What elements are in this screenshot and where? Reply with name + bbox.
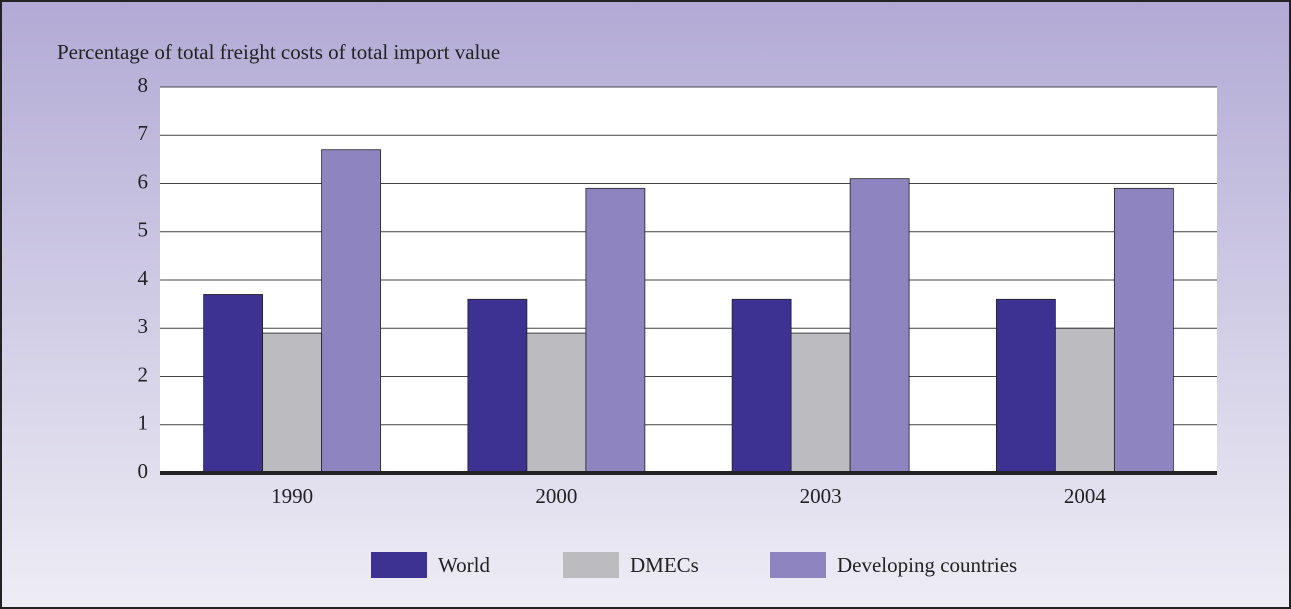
- legend-label: World: [438, 553, 490, 577]
- bar: [203, 294, 264, 474]
- bar: [1113, 187, 1174, 474]
- bar: [849, 178, 910, 474]
- bar: [262, 332, 323, 474]
- legend-label: Developing countries: [837, 553, 1017, 577]
- bar: [995, 298, 1056, 474]
- legend-swatch: [770, 552, 826, 578]
- x-tick-label: 2004: [1064, 484, 1107, 508]
- bar: [731, 298, 792, 474]
- legend-swatch: [563, 552, 619, 578]
- y-tick-label: 7: [138, 121, 149, 145]
- bar: [585, 187, 646, 474]
- bar: [1054, 327, 1115, 474]
- legend-label: DMECs: [630, 553, 699, 577]
- y-tick-label: 2: [138, 362, 149, 386]
- bar: [790, 332, 851, 474]
- y-tick-label: 4: [138, 266, 149, 290]
- y-tick-label: 8: [138, 73, 149, 97]
- y-tick-label: 1: [138, 411, 149, 435]
- x-tick-label: 1990: [271, 484, 313, 508]
- legend-swatch: [371, 552, 427, 578]
- bar: [467, 298, 528, 474]
- y-tick-label: 5: [138, 218, 149, 242]
- bar: [526, 332, 587, 474]
- y-axis-label: Percentage of total freight costs of tot…: [57, 40, 500, 64]
- x-tick-label: 2000: [535, 484, 577, 508]
- bar: [321, 149, 382, 474]
- y-tick-label: 3: [138, 314, 149, 338]
- x-tick-label: 2003: [800, 484, 842, 508]
- y-tick-label: 6: [138, 169, 149, 193]
- y-tick-label: 0: [138, 459, 149, 483]
